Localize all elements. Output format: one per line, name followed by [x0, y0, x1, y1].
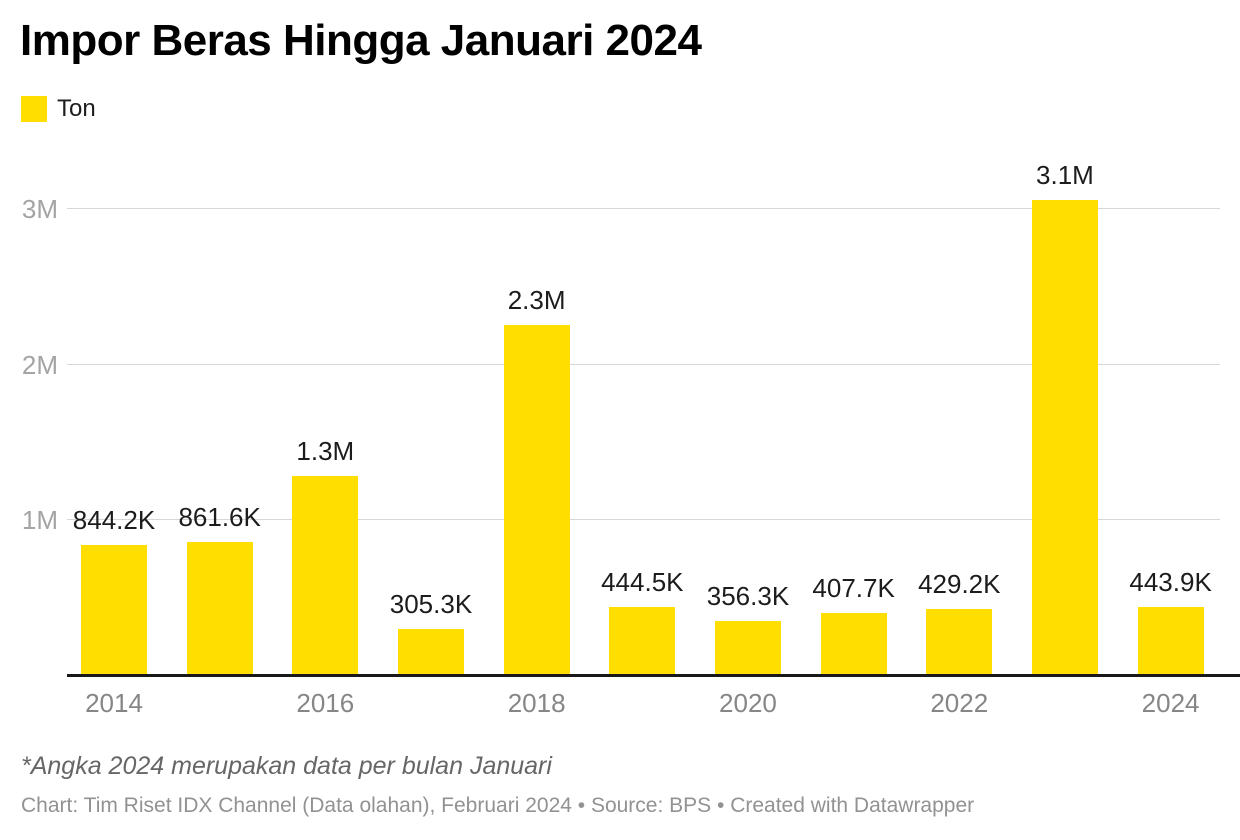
x-axis-tick-label-2024: 2024	[1141, 688, 1200, 718]
bar-2018[interactable]	[503, 325, 570, 676]
gridline-1M	[67, 519, 1220, 521]
bar-value-label-2015: 861.6K	[178, 501, 261, 532]
y-axis-tick-label-2M: 2M	[21, 349, 58, 380]
bar-2022[interactable]	[926, 609, 993, 676]
bar-2021[interactable]	[820, 612, 887, 676]
bar-2019[interactable]	[609, 606, 676, 676]
y-axis-tick-label-1M: 1M	[21, 505, 58, 536]
gridline-3M	[67, 208, 1220, 210]
bar-2016[interactable]	[292, 476, 359, 676]
gridline-2M	[67, 363, 1220, 365]
bar-value-label-2020: 356.3K	[706, 580, 790, 611]
bar-value-label-2018: 2.3M	[507, 285, 566, 316]
bar-2023[interactable]	[1031, 199, 1098, 676]
bar-value-label-2017: 305.3K	[389, 588, 473, 619]
x-axis-tick-label-2020: 2020	[719, 688, 777, 718]
bar-value-label-2022: 429.2K	[918, 569, 1001, 600]
bar-value-label-2021: 407.7K	[812, 572, 895, 603]
bar-2020[interactable]	[714, 620, 781, 676]
x-axis-tick-label-2022: 2022	[930, 688, 989, 718]
x-axis-tick-label-2016: 2016	[296, 688, 355, 718]
bar-2017[interactable]	[397, 628, 464, 676]
bar-value-label-2019: 444.5K	[601, 566, 684, 597]
chart-title: Impor Beras Hingga Januari 2024	[20, 16, 702, 65]
legend-label: Ton	[57, 95, 96, 122]
bar-value-label-2016: 1.3M	[296, 436, 355, 467]
bar-value-label-2023: 3.1M	[1036, 159, 1094, 190]
x-axis-tick-label-2014: 2014	[85, 688, 143, 718]
y-axis-tick-label-3M: 3M	[21, 194, 58, 225]
legend: Ton	[21, 95, 96, 123]
bar-2014[interactable]	[81, 544, 147, 676]
plot-area: 1M 2M 3M 844.2K 861.6K 1.3M 305.3K 2.3M 444.5K 35…	[22, 159, 1240, 718]
chart-byline: Chart: Tim Riset IDX Channel (Data olaha…	[21, 794, 975, 817]
bar-2024[interactable]	[1137, 606, 1204, 676]
bar-value-label-2014: 844.2K	[72, 504, 156, 535]
bar-2015[interactable]	[186, 541, 253, 676]
bar-value-label-2024: 443.9K	[1129, 566, 1212, 597]
chart-footnote: *Angka 2024 merupakan data per bulan Jan…	[21, 752, 552, 780]
legend-color-swatch	[21, 96, 47, 122]
x-axis-tick-label-2018: 2018	[507, 688, 566, 718]
x-axis-baseline	[67, 674, 1240, 677]
